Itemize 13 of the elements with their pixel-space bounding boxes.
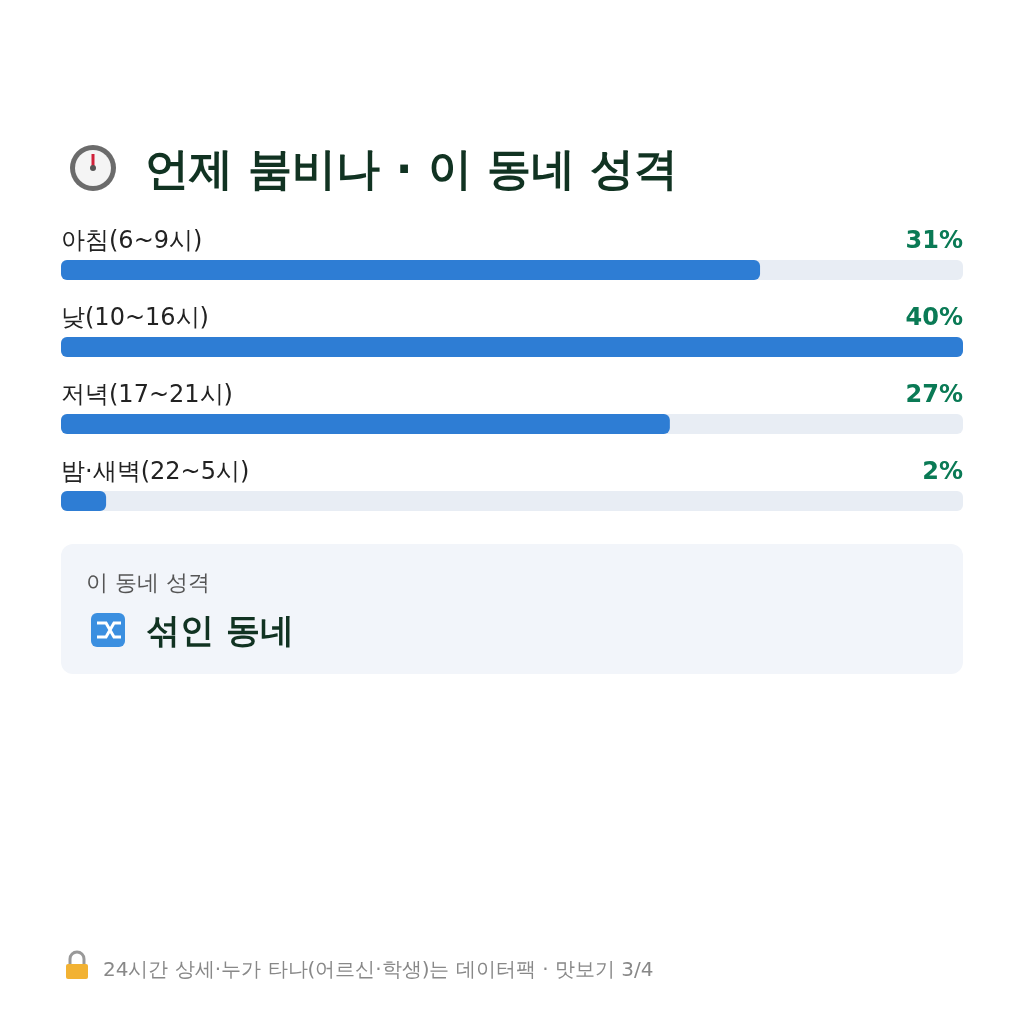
- bar: [61, 491, 107, 511]
- text: 24시간 상세·누가 타나(어르신·학생)는 데이터팩 · 맛보기 3/4: [103, 957, 654, 981]
- data-label: 40%: [905, 303, 963, 331]
- y-tick-label: 낮(10~16시): [61, 303, 209, 331]
- data-label: 2%: [922, 457, 963, 485]
- text: 이 동네 성격: [86, 570, 210, 595]
- data-label: 31%: [905, 226, 963, 254]
- y-tick-label: 저녁(17~21시): [61, 380, 233, 408]
- y-tick-label: 밤·새벽(22~5시): [61, 457, 250, 485]
- chart-title: 언제 붐비나 · 이 동네 성격: [145, 143, 679, 194]
- y-tick-label: 아침(6~9시): [61, 226, 203, 254]
- data-label: 27%: [905, 380, 963, 408]
- text: 섞인 동네: [146, 610, 294, 650]
